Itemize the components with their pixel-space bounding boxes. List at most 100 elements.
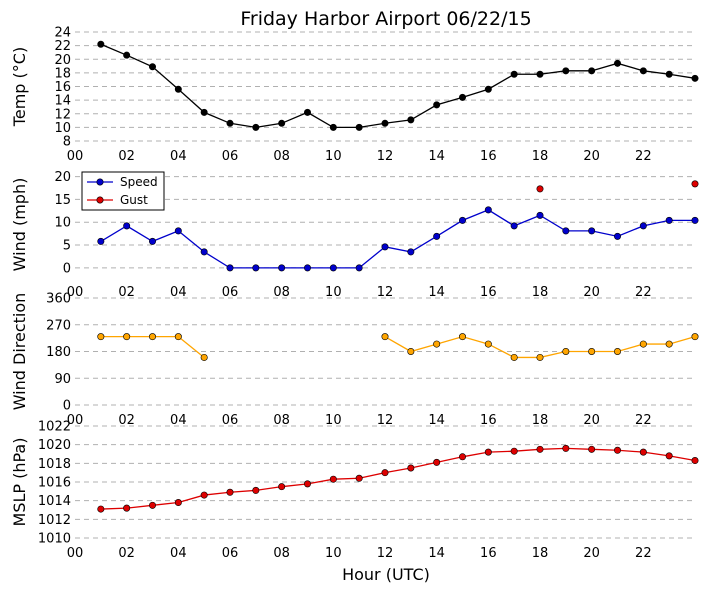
x-tick-label: 16 [480, 149, 497, 164]
y-tick-label: 1016 [38, 476, 71, 491]
data-point [123, 333, 131, 341]
x-tick-label: 06 [222, 546, 239, 561]
y-tick-label: 270 [46, 318, 71, 333]
legend-label: Speed [120, 175, 158, 189]
y-tick-label: 20 [54, 170, 71, 185]
data-point [407, 464, 415, 472]
x-tick-label: 18 [532, 285, 549, 300]
x-tick-label: 00 [67, 149, 84, 164]
y-tick-label: 14 [54, 94, 71, 109]
x-tick-label: 10 [325, 546, 342, 561]
data-point [536, 353, 544, 361]
x-tick-label: 02 [118, 546, 135, 561]
data-point [484, 206, 492, 214]
x-tick-label: 12 [377, 149, 394, 164]
data-point [613, 59, 621, 67]
x-tick-label: 14 [428, 413, 445, 428]
x-tick-label: 20 [583, 149, 600, 164]
data-point [484, 340, 492, 348]
data-point [97, 237, 105, 245]
data-point [329, 123, 337, 131]
data-point [381, 333, 389, 341]
y-tick-label: 1022 [38, 420, 71, 435]
data-point [355, 474, 363, 482]
data-point [226, 488, 234, 496]
y-axis-label: Wind (mph) [10, 178, 29, 272]
data-point [278, 264, 286, 272]
data-point [174, 499, 182, 507]
data-point [97, 505, 105, 513]
y-tick-label: 22 [54, 39, 71, 54]
y-tick-label: 10 [54, 216, 71, 231]
data-point [407, 116, 415, 124]
x-tick-label: 00 [67, 413, 84, 428]
data-point [329, 264, 337, 272]
x-tick-label: 08 [273, 285, 290, 300]
data-point [588, 347, 596, 355]
data-point [433, 232, 441, 240]
data-point [510, 353, 518, 361]
data-point [536, 445, 544, 453]
y-tick-label: 1014 [38, 494, 71, 509]
data-point [433, 101, 441, 109]
x-tick-label: 08 [273, 413, 290, 428]
x-tick-label: 00 [67, 285, 84, 300]
data-point [123, 504, 131, 512]
data-point [536, 211, 544, 219]
data-point [200, 108, 208, 116]
x-tick-label: 08 [273, 149, 290, 164]
y-tick-label: 1020 [38, 438, 71, 453]
data-point [458, 216, 466, 224]
x-axis-label: Hour (UTC) [342, 565, 430, 584]
data-point [226, 119, 234, 127]
data-point [278, 119, 286, 127]
data-point [303, 108, 311, 116]
x-tick-label: 14 [428, 285, 445, 300]
series-line [100, 209, 695, 269]
y-tick-label: 1018 [38, 457, 71, 472]
data-point [174, 227, 182, 235]
data-point [691, 333, 699, 341]
series-gust [536, 180, 699, 193]
y-tick-label: 10 [54, 121, 71, 136]
x-tick-label: 18 [532, 149, 549, 164]
x-tick-label: 02 [118, 413, 135, 428]
x-tick-label: 22 [635, 413, 652, 428]
x-tick-label: 10 [325, 285, 342, 300]
y-tick-label: 15 [54, 193, 71, 208]
x-tick-label: 06 [222, 413, 239, 428]
x-tick-label: 12 [377, 546, 394, 561]
x-tick-label: 18 [532, 546, 549, 561]
data-point [407, 347, 415, 355]
chart-title: Friday Harbor Airport 06/22/15 [240, 8, 531, 30]
data-point [278, 483, 286, 491]
legend-box [81, 171, 165, 211]
data-point [97, 333, 105, 341]
data-point [252, 486, 260, 494]
data-point [174, 333, 182, 341]
x-tick-label: 16 [480, 413, 497, 428]
data-point [510, 222, 518, 230]
data-point [691, 74, 699, 82]
data-point [149, 501, 157, 509]
data-point [303, 480, 311, 488]
data-point [691, 180, 699, 188]
y-tick-label: 1012 [38, 513, 71, 528]
y-tick-label: 12 [54, 107, 71, 122]
data-point [691, 457, 699, 465]
data-point [639, 448, 647, 456]
data-point [484, 448, 492, 456]
x-tick-label: 10 [325, 413, 342, 428]
data-point [252, 123, 260, 131]
data-point [407, 248, 415, 256]
x-tick-label: 04 [170, 413, 187, 428]
y-tick-label: 18 [54, 66, 71, 81]
data-point [123, 51, 131, 59]
data-point [484, 85, 492, 93]
data-point [562, 227, 570, 235]
data-point [458, 453, 466, 461]
